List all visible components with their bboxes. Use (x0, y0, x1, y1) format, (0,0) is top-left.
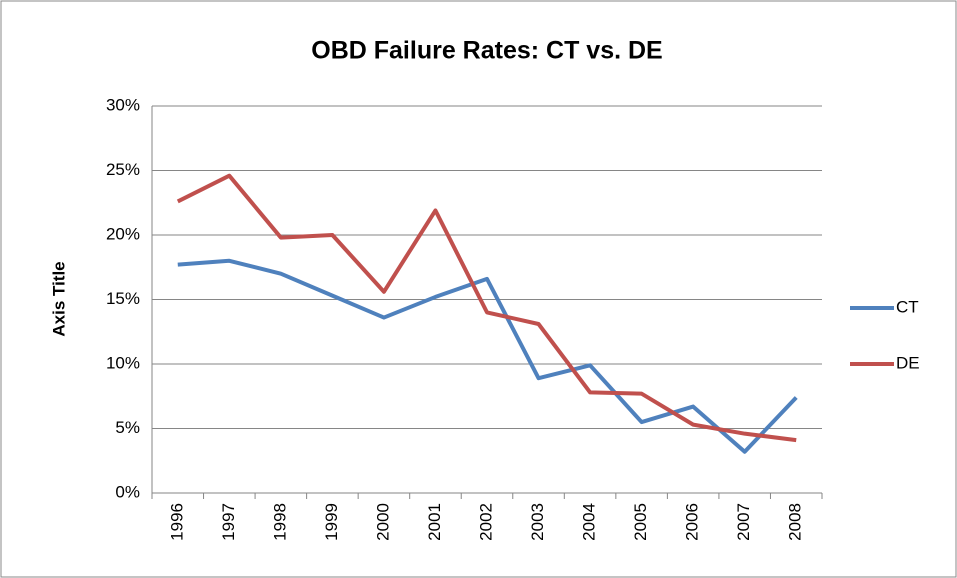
x-tick-label: 1998 (270, 503, 289, 541)
y-axis-title: Axis Title (49, 261, 68, 336)
y-tick-label: 25% (106, 160, 140, 179)
y-tick-label: 15% (106, 289, 140, 308)
y-tick-label: 5% (115, 418, 140, 437)
chart-title: OBD Failure Rates: CT vs. DE (311, 37, 662, 65)
legend-label: DE (896, 353, 920, 372)
legend-label: CT (896, 297, 919, 316)
y-tick-label: 30% (106, 95, 140, 114)
x-tick-label: 2005 (631, 503, 650, 541)
x-tick-label: 2006 (683, 503, 702, 541)
x-tick-label: 2004 (580, 503, 599, 541)
x-tick-label: 2000 (373, 503, 392, 541)
y-tick-label: 0% (115, 482, 140, 501)
x-tick-label: 2007 (734, 503, 753, 541)
x-tick-label: 2003 (528, 503, 547, 541)
y-tick-label: 10% (106, 353, 140, 372)
series-line (176, 173, 797, 443)
series-line (177, 258, 798, 454)
y-tick-label: 20% (106, 224, 140, 243)
x-tick-label: 2002 (476, 503, 495, 541)
x-tick-label: 1997 (219, 503, 238, 541)
x-tick-label: 1996 (167, 503, 186, 541)
x-tick-label: 1999 (322, 503, 341, 541)
x-tick-label: 2001 (425, 503, 444, 541)
x-tick-label: 2008 (786, 503, 805, 541)
